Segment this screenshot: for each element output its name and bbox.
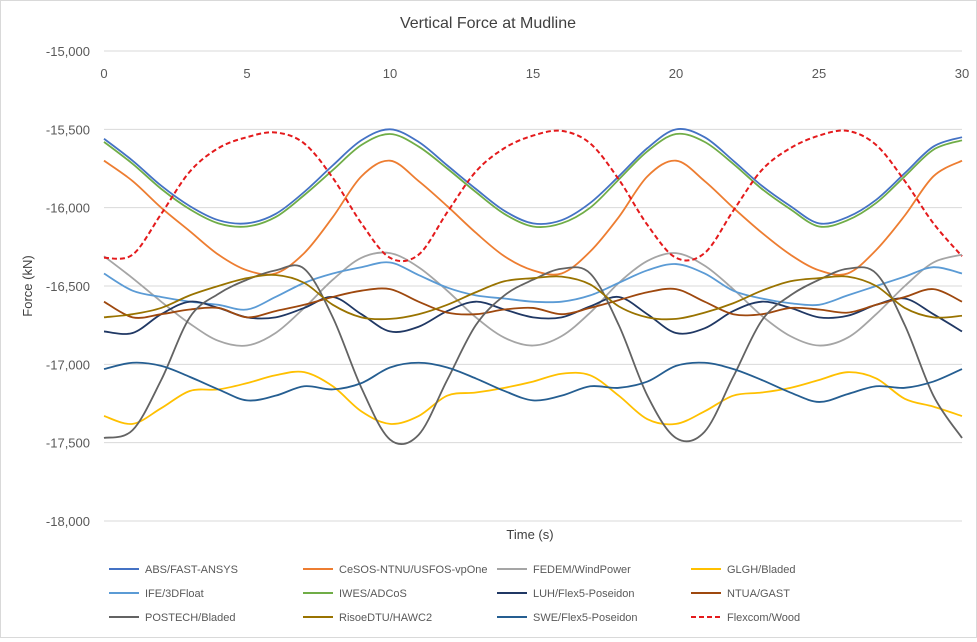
legend-label-iwes-adcos: IWES/ADCoS bbox=[339, 588, 407, 600]
y-tick-label: -16,500 bbox=[46, 279, 90, 294]
x-tick-label: 20 bbox=[669, 66, 683, 81]
series-line-ife-3dfloat bbox=[103, 261, 963, 311]
series-line-glgh-bladed bbox=[103, 370, 963, 426]
series-lines bbox=[103, 128, 963, 446]
legend-label-postech-bladed: POSTECH/Bladed bbox=[145, 612, 235, 624]
series-line-risoedtu-hawc2 bbox=[103, 273, 963, 321]
x-axis-label: Time (s) bbox=[506, 527, 553, 542]
x-tick-label: 0 bbox=[100, 66, 107, 81]
x-tick-label: 10 bbox=[383, 66, 397, 81]
series-line-cesos-ntnu-usfos-vpone bbox=[103, 159, 963, 276]
legend-label-risoedtu-hawc2: RisoeDTU/HAWC2 bbox=[339, 612, 432, 624]
x-tick-label: 5 bbox=[243, 66, 250, 81]
y-tick-label: -16,000 bbox=[46, 201, 90, 216]
legend-label-ife-3dfloat: IFE/3DFloat bbox=[145, 588, 204, 600]
y-tick-label: -17,000 bbox=[46, 357, 90, 372]
legend: ABS/FAST-ANSYS CeSOS-NTNU/USFOS-vpOne FEDE… bbox=[109, 564, 800, 624]
legend-label-glgh-bladed: GLGH/Bladed bbox=[727, 564, 795, 576]
series-line-iwes-adcos bbox=[103, 132, 963, 228]
y-tick-label: -18,000 bbox=[46, 514, 90, 529]
x-axis-tick-labels: 0 5 10 15 20 25 30 bbox=[100, 66, 969, 81]
series-line-ntua-gast bbox=[103, 287, 963, 319]
gridlines bbox=[104, 50, 962, 522]
series-line-abs-fast-ansys bbox=[103, 128, 963, 225]
y-axis-label: Force (kN) bbox=[20, 255, 35, 316]
series-line-swe-flex5-poseidon bbox=[103, 361, 963, 403]
x-tick-label: 15 bbox=[526, 66, 540, 81]
legend-label-luh-flex5-poseidon: LUH/Flex5-Poseidon bbox=[533, 588, 635, 600]
legend-label-ntua-gast: NTUA/GAST bbox=[727, 588, 790, 600]
series-line-fedem-windpower bbox=[103, 251, 963, 347]
chart-title: Vertical Force at Mudline bbox=[400, 15, 576, 32]
legend-label-flexcom-wood: Flexcom/Wood bbox=[727, 612, 800, 624]
series-line-postech-bladed bbox=[103, 264, 963, 446]
legend-label-fedem-windpower: FEDEM/WindPower bbox=[533, 564, 631, 576]
series-line-flexcom-wood bbox=[103, 129, 963, 263]
y-tick-label: -15,500 bbox=[46, 122, 90, 137]
y-tick-label: -15,000 bbox=[46, 44, 90, 59]
legend-label-abs-fast-ansys: ABS/FAST-ANSYS bbox=[145, 564, 238, 576]
legend-label-cesos-ntnu-usfos-vpone: CeSOS-NTNU/USFOS-vpOne bbox=[339, 564, 488, 576]
x-tick-label: 25 bbox=[812, 66, 826, 81]
legend-label-swe-flex5-poseidon: SWE/Flex5-Poseidon bbox=[533, 612, 638, 624]
y-tick-label: -17,500 bbox=[46, 436, 90, 451]
x-tick-label: 30 bbox=[955, 66, 969, 81]
y-axis-tick-labels: -18,000 -17,500 -17,000 -16,500 -16,000 -15,5… bbox=[46, 44, 90, 529]
